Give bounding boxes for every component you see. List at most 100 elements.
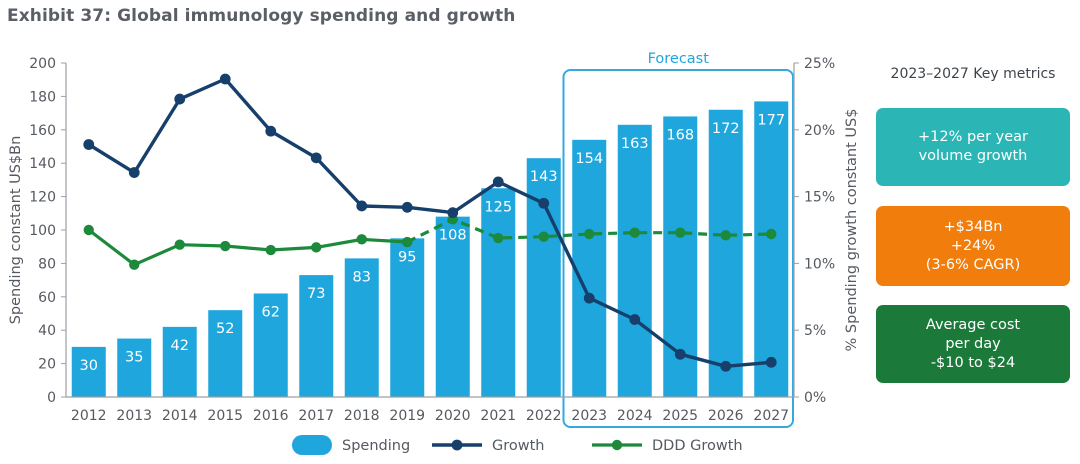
left-tick-label: 140 xyxy=(29,156,56,172)
left-tick-label: 40 xyxy=(38,323,56,339)
right-tick-label: 5% xyxy=(804,323,826,339)
growth-point xyxy=(401,201,413,213)
growth-point xyxy=(128,167,140,178)
legend-ddd-label: DDD Growth xyxy=(652,438,743,454)
ddd-growth-point xyxy=(402,236,413,248)
growth-point xyxy=(356,200,368,212)
x-tick-label: 2013 xyxy=(116,408,152,424)
right-tick-label: 25% xyxy=(804,56,835,72)
x-tick-label: 2018 xyxy=(344,408,380,424)
x-tick-label: 2022 xyxy=(526,408,562,424)
spending-bar xyxy=(253,293,288,397)
left-tick-label: 80 xyxy=(38,256,56,272)
x-tick-label: 2023 xyxy=(571,408,607,424)
forecast-label: Forecast xyxy=(648,51,710,67)
left-tick-label: 160 xyxy=(29,123,56,139)
right-tick-label: 10% xyxy=(804,256,835,272)
growth-point xyxy=(583,292,595,304)
ddd-growth-point xyxy=(265,244,276,256)
ddd-growth-point xyxy=(720,230,731,241)
right-tick-label: 0% xyxy=(804,390,826,406)
ddd-growth-point xyxy=(356,234,367,245)
left-axis-title: Spending constant US$Bn xyxy=(8,136,24,325)
spending-bar xyxy=(208,310,243,397)
ddd-growth-line-forecast xyxy=(406,217,772,244)
spending-bar-label: 35 xyxy=(125,350,143,366)
x-tick-label: 2024 xyxy=(617,408,653,424)
spending-bar-label: 143 xyxy=(530,169,558,185)
growth-point xyxy=(765,356,777,368)
spending-bar-label: 108 xyxy=(439,228,467,244)
legend-spending-swatch xyxy=(292,435,332,455)
x-tick-label: 2015 xyxy=(207,408,243,424)
growth-point xyxy=(310,152,322,164)
right-tick-label: 20% xyxy=(804,123,835,139)
spending-bar-label: 168 xyxy=(666,127,694,143)
spending-bar xyxy=(117,338,152,397)
growth-point xyxy=(674,348,686,360)
spending-bar xyxy=(617,124,652,397)
spending-bar xyxy=(390,238,425,397)
spending-bar xyxy=(572,139,607,397)
spending-bar-label: 177 xyxy=(757,112,785,128)
x-tick-label: 2025 xyxy=(662,408,698,424)
growth-point xyxy=(538,197,550,209)
left-tick-label: 120 xyxy=(29,190,56,206)
spending-bar-label: 125 xyxy=(484,199,512,215)
growth-point xyxy=(629,314,641,325)
ddd-growth-point xyxy=(675,227,686,238)
spending-bar xyxy=(71,346,106,397)
left-tick-label: 60 xyxy=(38,290,56,306)
ddd-growth-point xyxy=(629,227,640,238)
right-axis-title: % Spending growth constant US$ xyxy=(844,109,860,352)
chart-title: Exhibit 37: Global immunology spending a… xyxy=(7,6,516,26)
spending-bar xyxy=(708,109,743,397)
ddd-growth-line-actual xyxy=(87,228,408,267)
ddd-growth-point xyxy=(538,231,549,242)
growth-point xyxy=(720,360,732,372)
left-tick-label: 180 xyxy=(29,89,56,105)
spending-bar xyxy=(435,216,470,397)
ddd-growth-point xyxy=(766,228,777,240)
legend-spending-label: Spending xyxy=(342,438,410,454)
legend-ddd-marker xyxy=(611,439,623,451)
x-tick-label: 2021 xyxy=(480,408,516,424)
spending-bar-label: 42 xyxy=(171,338,189,354)
spending-bar-label: 83 xyxy=(353,269,371,285)
growth-point xyxy=(447,207,459,219)
x-tick-label: 2016 xyxy=(253,408,289,424)
legend-growth-label: Growth xyxy=(492,438,545,454)
spending-bar-label: 30 xyxy=(80,358,98,374)
ddd-growth-point xyxy=(220,240,231,252)
ddd-growth-point xyxy=(129,259,140,270)
ddd-growth-point xyxy=(311,242,322,253)
x-tick-label: 2026 xyxy=(708,408,744,424)
legend-growth-marker xyxy=(451,439,463,451)
ddd-growth-point xyxy=(493,232,504,244)
spending-bar xyxy=(299,275,334,397)
right-tick-label: 15% xyxy=(804,190,835,206)
spending-bar xyxy=(754,101,789,397)
growth-line xyxy=(87,77,772,368)
x-tick-label: 2014 xyxy=(162,408,198,424)
spending-bar xyxy=(162,326,197,397)
ddd-growth-point xyxy=(174,239,185,250)
growth-point xyxy=(83,139,95,150)
forecast-box xyxy=(562,69,794,428)
growth-point xyxy=(265,125,277,137)
left-tick-label: 0 xyxy=(47,390,56,406)
spending-bar xyxy=(481,188,516,397)
metric-box-spending-increase: +$34Bn +24% (3-6% CAGR) xyxy=(876,206,1070,286)
left-tick-label: 200 xyxy=(29,56,56,72)
left-tick-label: 20 xyxy=(38,357,56,373)
spending-bar-label: 73 xyxy=(307,286,325,302)
spending-bar-label: 172 xyxy=(712,121,740,137)
chart-area: 30 35 42 52 62 73 83 95 108 125 143 154 163 168 172 177… xyxy=(8,51,860,455)
metric-box-average-cost: Average cost per day -$10 to $24 xyxy=(876,305,1070,383)
x-tick-label: 2012 xyxy=(71,408,107,424)
spending-bar-label: 52 xyxy=(216,321,234,337)
metric-box-volume-growth: +12% per year volume growth xyxy=(876,108,1070,186)
spending-bar-label: 154 xyxy=(575,151,603,167)
x-tick-label: 2019 xyxy=(389,408,425,424)
left-tick-label: 100 xyxy=(29,223,56,239)
